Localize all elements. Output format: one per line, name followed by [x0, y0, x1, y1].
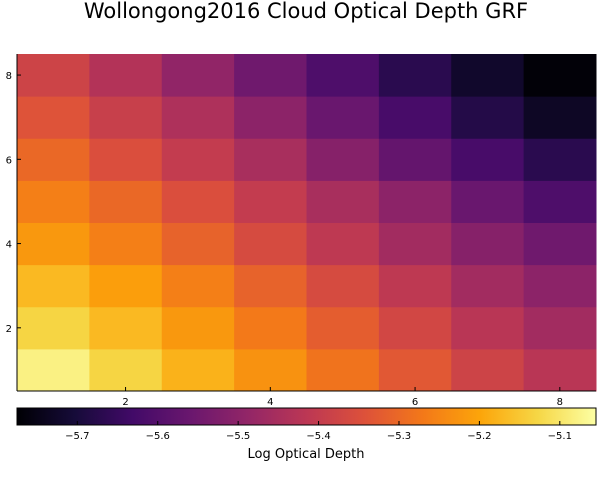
heatmap-cell — [89, 138, 163, 181]
y-tick-label: 6 — [6, 155, 12, 166]
x-tick-label: 4 — [267, 397, 273, 408]
colorbar-tick-label: −5.2 — [467, 431, 491, 442]
heatmap-cell — [451, 138, 525, 181]
heatmap-cell — [378, 96, 452, 139]
heatmap-cell — [17, 264, 90, 308]
heatmap-cell — [17, 138, 90, 181]
heatmap-cell — [451, 264, 525, 308]
heatmap-cell — [306, 348, 380, 392]
heatmap-cell — [89, 96, 163, 139]
x-tick-label: 2 — [122, 397, 128, 408]
heatmap-cell — [161, 264, 235, 308]
heatmap-cell — [17, 306, 90, 350]
heatmap-cell — [306, 96, 380, 139]
heatmap-cells — [17, 54, 597, 392]
colorbar-tick-label: −5.3 — [387, 431, 411, 442]
heatmap-cell — [306, 306, 380, 350]
y-tick-label: 4 — [6, 240, 12, 251]
heatmap-cell — [451, 96, 525, 139]
heatmap-cell — [451, 222, 525, 266]
heatmap-cell — [17, 96, 90, 139]
heatmap-cell — [89, 180, 163, 223]
heatmap-cell — [161, 96, 235, 139]
colorbar-tick-label: −5.5 — [226, 431, 250, 442]
heatmap-cell — [523, 306, 597, 350]
heatmap-cell — [523, 222, 597, 266]
y-axis-ticks: 2 4 6 8 — [6, 71, 21, 335]
heatmap-cell — [17, 348, 90, 392]
x-tick-label: 6 — [412, 397, 418, 408]
heatmap-cell — [234, 222, 307, 266]
heatmap-cell — [161, 180, 235, 223]
heatmap-cell — [451, 306, 525, 350]
heatmap-cell — [306, 138, 380, 181]
heatmap-cell — [161, 138, 235, 181]
heatmap-cell — [234, 306, 307, 350]
heatmap-cell — [234, 54, 307, 97]
chart-title: Wollongong2016 Cloud Optical Depth GRF — [84, 0, 528, 23]
heatmap-cell — [378, 264, 452, 308]
y-tick-label: 8 — [6, 71, 12, 82]
heatmap-cell — [306, 180, 380, 223]
heatmap-cell — [234, 264, 307, 308]
x-axis-ticks: 2 4 6 8 — [122, 387, 563, 408]
heatmap-cell — [523, 54, 597, 97]
colorbar-ticks: −5.7 −5.6 −5.5 −5.4 −5.3 −5.2 −5.1 — [65, 421, 572, 442]
heatmap-cell — [306, 222, 380, 266]
heatmap-cell — [523, 138, 597, 181]
heatmap-cell — [234, 138, 307, 181]
heatmap-cell — [89, 54, 163, 97]
colorbar-tick-label: −5.6 — [146, 431, 170, 442]
heatmap-cell — [378, 222, 452, 266]
heatmap-cell — [89, 264, 163, 308]
y-tick-label: 2 — [6, 324, 12, 335]
heatmap-cell — [89, 222, 163, 266]
heatmap-cell — [89, 306, 163, 350]
heatmap-cell — [523, 180, 597, 223]
heatmap-cell — [523, 96, 597, 139]
heatmap-cell — [306, 54, 380, 97]
colorbar-label: Log Optical Depth — [248, 447, 365, 462]
heatmap-cell — [378, 348, 452, 392]
heatmap-cell — [306, 264, 380, 308]
heatmap-cell — [451, 54, 525, 97]
colorbar-tick-label: −5.1 — [548, 431, 572, 442]
heatmap-cell — [161, 222, 235, 266]
heatmap-cell — [234, 348, 307, 392]
heatmap-cell — [234, 180, 307, 223]
heatmap-cell — [234, 96, 307, 139]
heatmap-cell — [17, 54, 90, 97]
colorbar — [16, 407, 597, 426]
heatmap-cell — [378, 138, 452, 181]
x-tick-label: 8 — [557, 397, 563, 408]
heatmap-cell — [17, 222, 90, 266]
colorbar-tick-label: −5.4 — [306, 431, 330, 442]
heatmap-cell — [89, 348, 163, 392]
heatmap-cell — [161, 348, 235, 392]
heatmap-cell — [378, 180, 452, 223]
heatmap-cell — [161, 306, 235, 350]
heatmap-cell — [523, 348, 597, 392]
heatmap-cell — [17, 180, 90, 223]
heatmap-cell — [451, 348, 525, 392]
heatmap-cell — [523, 264, 597, 308]
heatmap-cell — [378, 54, 452, 97]
heatmap-cell — [451, 180, 525, 223]
heatmap-cell — [378, 306, 452, 350]
colorbar-tick-label: −5.7 — [65, 431, 89, 442]
heatmap-cell — [161, 54, 235, 97]
